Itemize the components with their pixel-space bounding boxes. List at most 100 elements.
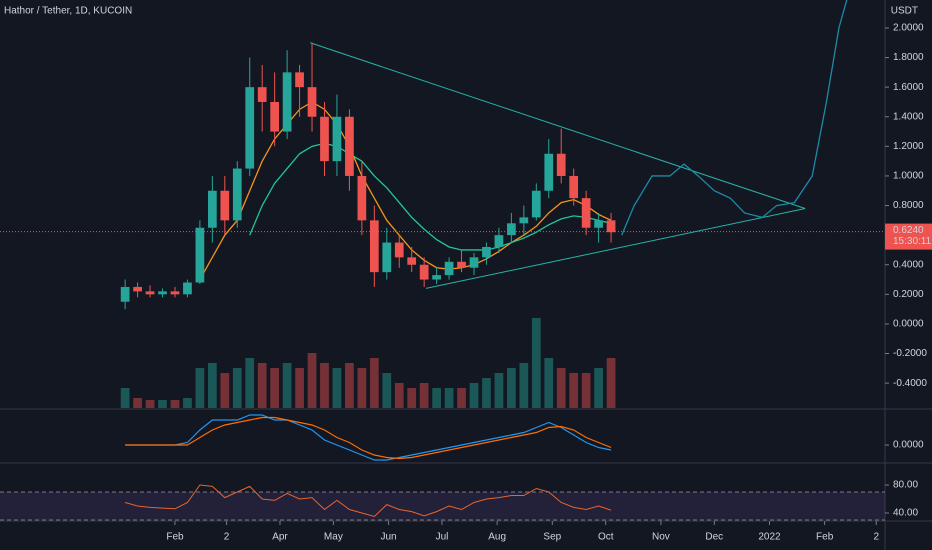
x-tick-label: Jul xyxy=(436,532,449,543)
y-tick-label: 0.2000 xyxy=(893,289,924,300)
volume-bar xyxy=(145,400,155,408)
trendline xyxy=(425,208,806,289)
y-tick-label: 0.0000 xyxy=(893,440,924,451)
volume-bar xyxy=(357,368,367,408)
macd-line xyxy=(125,416,612,460)
y-tick-label: 0.8000 xyxy=(893,200,924,211)
volume-bar xyxy=(419,383,429,408)
volume-bar xyxy=(606,358,616,408)
y-tick-label: 1.2000 xyxy=(893,141,924,152)
y-tick-label: 0.4000 xyxy=(893,259,924,270)
x-tick-label: Feb xyxy=(816,532,834,543)
candle-body xyxy=(407,257,417,265)
candle-body xyxy=(594,220,603,228)
x-tick-label: Dec xyxy=(705,532,723,543)
volume-bar xyxy=(482,378,491,408)
candle-body xyxy=(469,257,479,268)
volume-bar xyxy=(394,383,404,408)
candle-body xyxy=(382,242,392,273)
moving-average xyxy=(199,101,612,280)
candle-body xyxy=(245,87,255,169)
volume-bar xyxy=(170,400,180,408)
candle-body xyxy=(544,153,554,191)
rsi-line xyxy=(124,484,612,518)
x-tick-label: Jun xyxy=(381,532,397,543)
x-tick-label: Apr xyxy=(272,532,288,543)
y-tick-label: 40.00 xyxy=(893,508,918,519)
volume-bar xyxy=(444,388,454,408)
x-tick-label: Nov xyxy=(652,532,670,543)
last-price-box xyxy=(885,223,932,250)
volume-bar xyxy=(519,363,529,408)
volume-bar xyxy=(307,353,317,408)
candle-body xyxy=(158,291,167,295)
moving-average xyxy=(249,142,612,251)
volume-bar xyxy=(457,388,466,408)
candle-body xyxy=(357,175,367,221)
x-tick-label: 2 xyxy=(224,532,230,543)
volume-bar xyxy=(369,358,379,408)
x-tick-label: 2 xyxy=(873,532,879,543)
y-tick-label: 80.00 xyxy=(893,480,918,491)
currency-label: USDT xyxy=(891,6,918,17)
y-tick-label: -0.2000 xyxy=(893,348,927,359)
volume-bar xyxy=(382,373,392,408)
volume-bar xyxy=(569,373,579,408)
volume-bar xyxy=(345,363,354,408)
volume-bar xyxy=(282,363,292,408)
candle-body xyxy=(444,261,454,276)
candle-body xyxy=(320,116,329,162)
x-tick-label: 2022 xyxy=(758,532,781,543)
candle-body xyxy=(606,220,616,233)
rsi-band xyxy=(0,492,885,520)
volume-bar xyxy=(407,388,417,408)
x-tick-label: Oct xyxy=(598,532,614,543)
chart-title: Hathor / Tether, 1D, KUCOIN xyxy=(4,6,132,17)
candle-body xyxy=(207,190,217,228)
projection-line xyxy=(621,0,848,236)
volume-bar xyxy=(245,358,255,408)
volume-bar xyxy=(183,398,192,408)
y-tick-label: 1.8000 xyxy=(893,52,924,63)
countdown-label: 15:30:11 xyxy=(893,236,932,247)
volume-bar xyxy=(507,368,516,408)
candle-body xyxy=(120,286,130,302)
x-tick-label: Aug xyxy=(488,532,506,543)
volume-bar xyxy=(432,388,441,408)
y-tick-label: 1.0000 xyxy=(893,171,924,182)
candle-body xyxy=(581,198,591,228)
volume-bar xyxy=(556,368,566,408)
volume-bar xyxy=(531,318,541,408)
volume-bar xyxy=(332,368,342,408)
candle-body xyxy=(369,220,379,273)
volume-bar xyxy=(133,398,142,408)
candle-body xyxy=(482,246,491,258)
candle-body xyxy=(232,168,242,221)
volume-bar xyxy=(320,363,329,408)
candle-body xyxy=(270,101,280,132)
y-tick-label: 2.0000 xyxy=(893,23,924,34)
candle-body xyxy=(569,175,579,199)
volume-bar xyxy=(581,373,591,408)
volume-bar xyxy=(195,368,205,408)
candle-body xyxy=(133,286,142,292)
trendline xyxy=(310,42,806,209)
volume-bar xyxy=(207,363,217,408)
x-tick-label: Feb xyxy=(166,532,184,543)
volume-bar xyxy=(232,368,242,408)
volume-bar xyxy=(544,358,554,408)
candle-body xyxy=(183,282,192,295)
macd-line xyxy=(125,414,612,461)
candle-body xyxy=(556,153,566,176)
y-tick-label: 1.4000 xyxy=(893,111,924,122)
volume-bar xyxy=(270,368,280,408)
candle-body xyxy=(507,223,516,236)
volume-bar xyxy=(295,368,304,408)
volume-bar xyxy=(158,400,167,408)
volume-bar xyxy=(220,373,230,408)
volume-bar xyxy=(469,383,479,408)
volume-bar xyxy=(257,363,267,408)
y-tick-label: -0.4000 xyxy=(893,378,927,389)
candle-body xyxy=(332,116,342,162)
